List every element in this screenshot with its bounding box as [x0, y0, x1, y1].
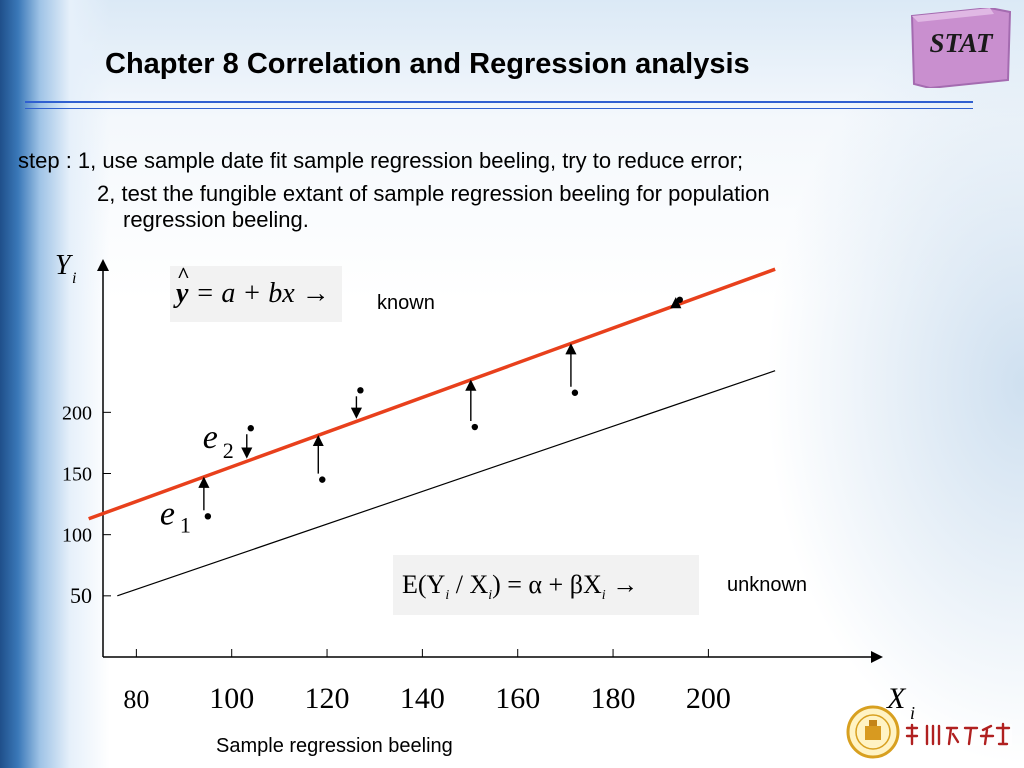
residual-label: e	[203, 419, 218, 456]
population-formula-part: ) = α + βX	[492, 570, 602, 599]
data-point	[204, 513, 212, 520]
population-formula-sub: i	[488, 588, 493, 604]
x-tick-label: 80	[123, 685, 149, 714]
y-hat-symbol: y	[176, 278, 189, 309]
y-tick-label: 50	[70, 583, 92, 608]
residual-label-subscript: 1	[180, 512, 191, 537]
residual-label-subscript: 2	[223, 438, 234, 463]
x-axis-label-subscript: i	[910, 703, 915, 723]
data-point	[676, 296, 683, 303]
population-formula-part: E(Y	[402, 570, 446, 599]
population-formula-part: / X	[449, 570, 489, 599]
sample-formula-box: ^ y = a + bx →	[170, 264, 342, 322]
x-tick-label: 180	[591, 682, 636, 715]
x-tick-label: 140	[400, 682, 445, 715]
slide-background-glow	[764, 0, 1024, 768]
data-point	[571, 389, 579, 396]
known-label: known	[377, 292, 435, 314]
step-line-2: 2, test the fungible extant of sample re…	[97, 181, 770, 206]
x-tick-label: 100	[209, 682, 254, 715]
data-point	[247, 425, 254, 432]
sample-formula-rest: = a + bx →	[195, 278, 330, 309]
data-point	[319, 476, 326, 483]
badge-shape-icon	[910, 6, 1012, 90]
y-axis-label-subscript: i	[72, 270, 76, 287]
unknown-label: unknown	[727, 574, 808, 596]
title-rule-top	[25, 101, 973, 103]
stat-badge-label: STAT	[929, 28, 993, 58]
population-formula-sub: i	[601, 588, 606, 604]
x-tick-label: 200	[686, 682, 731, 715]
y-tick-label: 100	[62, 525, 92, 547]
page-title: Chapter 8 Correlation and Regression ana…	[105, 48, 750, 80]
step-line-1: step : 1, use sample date fit sample reg…	[18, 148, 744, 173]
x-tick-label: 120	[305, 682, 350, 715]
university-seal-icon	[845, 700, 1015, 762]
population-formula-part: →	[605, 570, 639, 599]
title-rule-bottom	[25, 108, 973, 109]
population-formula: E(Yi / Xi) = α + βXi →	[402, 572, 638, 603]
step-line-2-continued: regression beeling.	[123, 207, 309, 232]
residual-label: e	[160, 495, 175, 532]
population-formula-box: E(Yi / Xi) = α + βXi →	[393, 555, 699, 615]
x-tick-label: 160	[495, 682, 540, 715]
y-tick-label: 200	[62, 402, 92, 424]
data-point	[357, 387, 364, 394]
y-tick-label: 150	[62, 464, 92, 486]
x-axis-label: X	[886, 682, 907, 715]
data-point	[471, 423, 479, 431]
chart-caption: Sample regression beeling	[216, 735, 453, 757]
sample-formula: ^ y = a + bx →	[176, 264, 330, 309]
population-formula-sub: i	[445, 588, 450, 604]
y-hat-accent: ^	[177, 262, 190, 287]
stat-badge: STAT	[910, 6, 1012, 90]
population-regression-line	[117, 370, 776, 597]
y-axis-label: Y	[55, 250, 74, 281]
